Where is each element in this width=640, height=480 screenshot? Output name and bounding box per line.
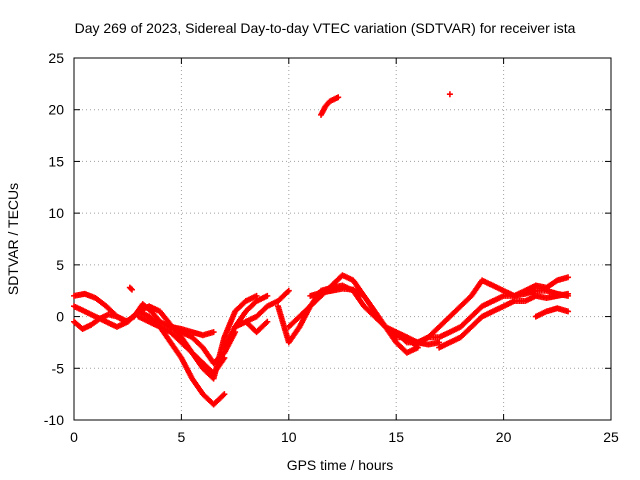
data-point [264,318,271,325]
x-tick-label: 0 [70,429,78,445]
x-tick-label: 10 [281,429,297,445]
y-tick-label: 15 [48,153,64,169]
data-point [221,354,228,361]
y-tick-label: 25 [48,50,64,66]
data-point [264,292,271,299]
data-point [253,292,260,299]
data-point [402,338,409,345]
y-tick-label: 0 [56,309,64,325]
data-point [220,392,227,399]
y-tick-label: 5 [56,257,64,273]
grid [74,58,611,420]
x-tick-label: 15 [388,429,404,445]
y-tick-label: -5 [52,360,65,376]
y-tick-label: 10 [48,205,64,221]
x-axis: 0 5 10 15 20 25 [70,58,619,445]
data-point [221,391,228,398]
data-point [565,290,572,297]
data-point [565,274,572,281]
data-points [71,91,572,408]
x-tick-label: 20 [496,429,512,445]
x-axis-title: GPS time / hours [287,457,394,473]
x-tick-label: 5 [178,429,186,445]
data-point [284,288,291,295]
y-tick-label: 20 [48,102,64,118]
y-axis-title: SDTVAR / TECUs [5,183,21,295]
plot-frame [73,57,612,421]
data-point [285,287,292,294]
chart-title: Day 269 of 2023, Sidereal Day-to-day VTE… [75,20,576,36]
y-axis: -10 -5 0 5 10 15 20 25 [44,50,611,428]
data-point [565,308,572,315]
data-point [436,339,443,346]
data-point [414,344,421,351]
data-point [210,329,217,336]
data-point [446,91,453,98]
data-point [263,319,270,326]
data-point [335,94,342,101]
data-point [127,285,134,292]
x-tick-label: 25 [603,429,619,445]
y-tick-label: -10 [44,412,64,428]
data-point [128,286,135,293]
